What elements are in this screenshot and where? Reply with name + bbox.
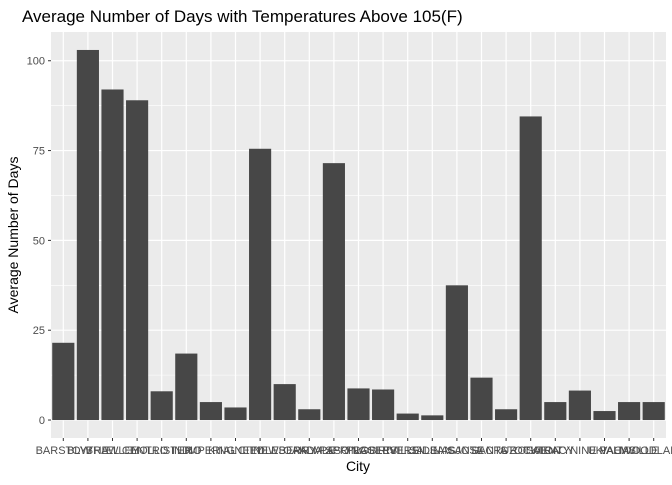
x-tick-label: STOCKTON: [500, 445, 561, 457]
x-tick-label: SANTA CRUZ: [447, 445, 516, 457]
bar: [593, 411, 616, 421]
bar: [347, 388, 370, 421]
bar: [421, 415, 444, 421]
x-tick-label: OAKDALE: [283, 445, 335, 457]
x-tick-label: KING CITY: [208, 445, 264, 457]
bar: [273, 384, 296, 421]
bars: [52, 49, 665, 421]
x-tick-label: TWENTYNINE PALMS: [524, 445, 636, 457]
x-tick-label: VACAVILLE: [600, 445, 658, 457]
bar: [372, 389, 395, 421]
bar: [445, 285, 468, 421]
x-tick-label: SALINAS: [409, 445, 455, 457]
bar: [470, 377, 493, 421]
chart-title: Average Number of Days with Temperatures…: [22, 7, 463, 26]
bar: [76, 49, 99, 421]
y-tick-label: 25: [33, 325, 45, 337]
bar: [52, 342, 75, 421]
x-tick-label: SANTA ROSA: [471, 445, 541, 457]
x-tick-label: UKIAH: [588, 445, 622, 457]
bar: [396, 413, 419, 421]
bar: [224, 407, 247, 421]
bar: [150, 391, 173, 421]
x-tick-label: HOLLISTER: [131, 445, 192, 457]
y-tick-label: 50: [33, 235, 45, 247]
bar: [298, 409, 321, 421]
y-tick-label: 100: [27, 56, 45, 68]
x-tick-label: RIVERSIDE: [378, 445, 437, 457]
x-tick-label: BARSTOW: [36, 445, 92, 457]
y-axis: 0 25 50 75 100: [27, 56, 51, 427]
x-tick-label: INDIO: [171, 445, 202, 457]
bar: [495, 409, 518, 421]
x-axis-label: City: [346, 458, 370, 474]
x-tick-label: BLYTHE: [67, 445, 109, 457]
bar: [618, 402, 641, 421]
y-tick-label: 0: [39, 415, 45, 427]
x-tick-label: IMPERIAL: [185, 445, 236, 457]
bar: [519, 116, 542, 421]
x-tick-label: PASO ROBLES: [320, 445, 397, 457]
x-tick-label: TRACY: [537, 445, 575, 457]
x-tick-label: NEEDLES: [234, 445, 285, 457]
bar: [544, 402, 567, 421]
x-tick-label: SAN JOSE: [430, 445, 484, 457]
y-axis-label: Average Number of Days: [5, 157, 21, 314]
x-tick-label: WOODLAND: [621, 445, 672, 457]
bar: [175, 353, 198, 421]
bar: [101, 89, 124, 421]
bar: [199, 402, 222, 421]
bar: [642, 402, 665, 421]
x-tick-label: PLACERVILLE: [346, 445, 420, 457]
bar: [568, 390, 591, 421]
bar: [322, 163, 345, 421]
bar: [126, 100, 149, 421]
bar: [249, 148, 272, 421]
x-tick-label: NEWBERRY: [253, 445, 317, 457]
y-tick-label: 75: [33, 146, 45, 158]
x-tick-label: BRAWLEY: [86, 445, 140, 457]
x-tick-label: PALM SPRINGS: [293, 445, 375, 457]
x-tick-label: EL CENTRO: [106, 445, 169, 457]
